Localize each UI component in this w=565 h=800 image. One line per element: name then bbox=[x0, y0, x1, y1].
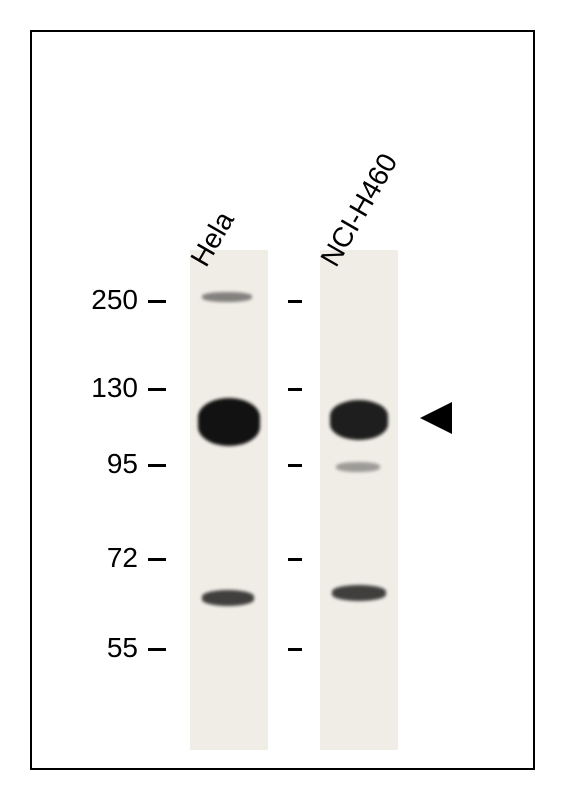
blot-band bbox=[330, 400, 388, 440]
blot-band bbox=[336, 462, 380, 472]
mw-marker-label: 72 bbox=[107, 542, 138, 574]
mw-marker-tick bbox=[288, 558, 302, 561]
mw-marker-label: 130 bbox=[91, 372, 138, 404]
blot-band bbox=[202, 590, 254, 606]
mw-marker-tick bbox=[288, 300, 302, 303]
mw-marker-tick bbox=[288, 464, 302, 467]
mw-marker-label: 95 bbox=[107, 448, 138, 480]
mw-marker-label: 55 bbox=[107, 632, 138, 664]
mw-marker-tick bbox=[148, 558, 166, 561]
arrow-left-icon bbox=[420, 402, 452, 434]
western-blot-figure: 250130957255 HelaNCI-H460 bbox=[0, 0, 565, 800]
lane-strip bbox=[190, 250, 268, 750]
mw-marker-tick bbox=[288, 388, 302, 391]
mw-marker-tick bbox=[148, 388, 166, 391]
mw-marker-tick bbox=[148, 648, 166, 651]
blot-band bbox=[332, 585, 386, 601]
blot-band bbox=[202, 292, 252, 302]
blot-band bbox=[198, 398, 260, 446]
mw-marker-tick bbox=[148, 464, 166, 467]
lane-strip bbox=[320, 250, 398, 750]
mw-marker-tick bbox=[288, 648, 302, 651]
mw-marker-tick bbox=[148, 300, 166, 303]
mw-marker-label: 250 bbox=[91, 284, 138, 316]
